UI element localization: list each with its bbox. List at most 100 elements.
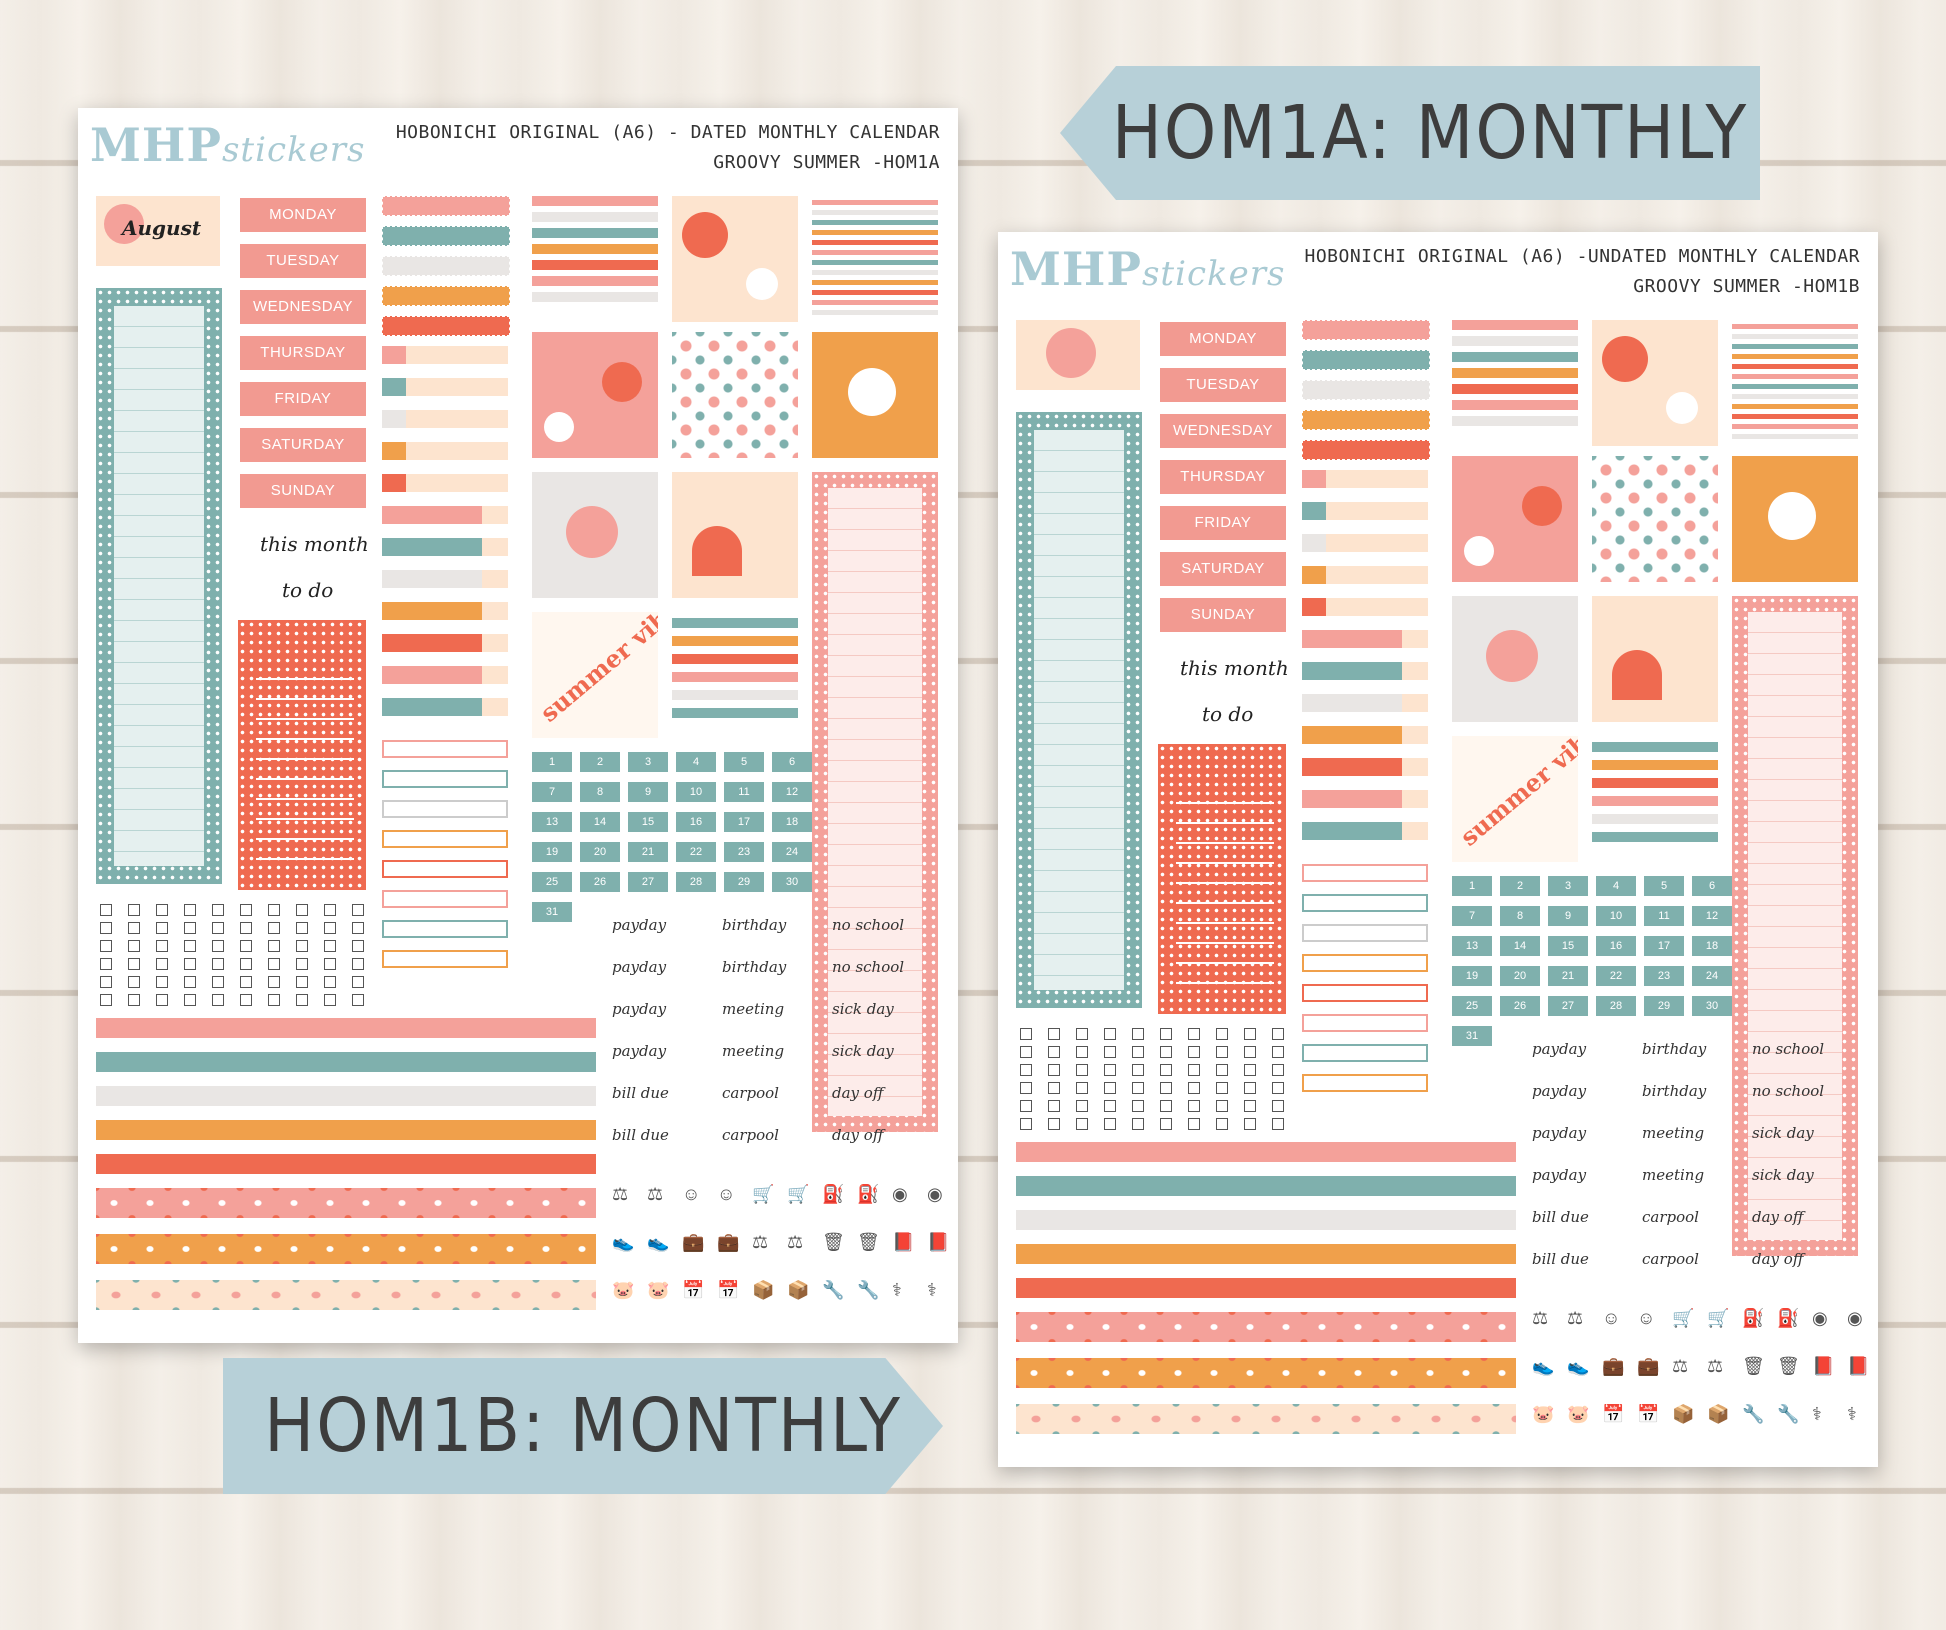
word-sticker: sick day: [1752, 1166, 1814, 1184]
scale-icon: ⚖: [1672, 1356, 1689, 1376]
checkbox-icon: [100, 904, 112, 916]
word-sticker: sick day: [1752, 1124, 1814, 1142]
half-strip: [1302, 790, 1402, 808]
half-strip-fill: [1402, 694, 1428, 712]
word-sticker: day off: [1752, 1208, 1804, 1226]
checkbox-icon: [1104, 1064, 1116, 1076]
weekday-label: TUESDAY: [238, 242, 368, 280]
date-sticker: 23: [724, 842, 764, 862]
half-strip: [1302, 822, 1402, 840]
word-sticker: carpool: [1642, 1208, 1699, 1226]
sticker-sheet-dated: MHPstickers HOBONICHI ORIGINAL (A6) - DA…: [78, 108, 958, 1343]
trash-icon: 🗑: [857, 1232, 880, 1252]
to-do-label: to do: [1202, 702, 1254, 726]
half-strip-fill: [1326, 598, 1428, 616]
word-sticker: meeting: [722, 1042, 785, 1060]
sheet-header: HOBONICHI ORIGINAL (A6) -UNDATED MONTHLY…: [1304, 242, 1860, 302]
half-strip: [1302, 470, 1326, 488]
stripe: [1592, 796, 1718, 806]
stripe: [672, 654, 798, 664]
date-sticker: 4: [1596, 876, 1636, 896]
date-sticker: 16: [676, 812, 716, 832]
todo-lines: [1176, 784, 1274, 1000]
date-sticker: 11: [1644, 906, 1684, 926]
checkbox-icon: [324, 904, 336, 916]
checkbox-icon: [1216, 1100, 1228, 1112]
notes-sticker-teal: [1016, 412, 1142, 1008]
hibiscus-full-box: [532, 332, 658, 458]
half-strip-fill: [1326, 534, 1428, 552]
date-sticker: 10: [1596, 906, 1636, 926]
checkbox-icon: [156, 940, 168, 952]
weekday-label: THURSDAY: [1158, 458, 1288, 496]
floral-washi-pink: [96, 1188, 596, 1218]
word-sticker: day off: [1752, 1250, 1804, 1268]
header-line-1: HOBONICHI ORIGINAL (A6) - DATED MONTHLY …: [395, 122, 940, 143]
outlined-strip: [382, 830, 508, 848]
seashell-box: [1592, 320, 1718, 446]
checkbox-icon: [1188, 1046, 1200, 1058]
half-strip-fill: [1402, 662, 1428, 680]
checkbox-icon: [1132, 1082, 1144, 1094]
checkbox-icon: [324, 940, 336, 952]
checkbox-icon: [240, 976, 252, 988]
checkbox-icon: [1076, 1046, 1088, 1058]
checkbox-icon: [212, 940, 224, 952]
date-sticker: 10: [676, 782, 716, 802]
date-sticker: 28: [676, 872, 716, 892]
outlined-strip: [382, 800, 508, 818]
date-sticker: 8: [1500, 906, 1540, 926]
washi-strip: [96, 1154, 596, 1174]
stripe: [1592, 832, 1718, 842]
word-sticker: payday: [612, 1042, 667, 1060]
date-sticker: 15: [1548, 936, 1588, 956]
checkbox-icon: [1076, 1082, 1088, 1094]
stripe: [1452, 400, 1578, 410]
date-sticker: 18: [772, 812, 812, 832]
sneaker-icon: 👟: [612, 1232, 635, 1252]
header-strip: [382, 226, 510, 246]
half-strip-fill: [406, 346, 508, 364]
checkbox-icon: [100, 958, 112, 970]
checkbox-icon: [1104, 1100, 1116, 1112]
month-label-sticker: August: [96, 196, 220, 266]
word-sticker: payday: [612, 1000, 667, 1018]
half-strip: [1302, 598, 1326, 616]
seashell-box: [672, 196, 798, 322]
cart-icon: 🛒: [787, 1184, 810, 1204]
half-strip-fill: [482, 634, 508, 652]
hibiscus-icon: [682, 212, 728, 258]
checkbox-icon: [1160, 1100, 1172, 1112]
date-sticker: 12: [772, 782, 812, 802]
checkbox-icon: [1048, 1064, 1060, 1076]
dumbbell-icon: ⚖: [647, 1184, 664, 1204]
polka-dot-box: [672, 332, 798, 458]
thin-stripe: [1732, 404, 1858, 409]
piggy-bank-icon: 🐷: [647, 1280, 670, 1300]
checkbox-icon: [352, 940, 364, 952]
header-line-2: GROOVY SUMMER -HOM1B: [1633, 276, 1860, 297]
thin-stripe: [1732, 364, 1858, 369]
date-sticker: 12: [1692, 906, 1732, 926]
word-sticker: payday: [612, 958, 667, 976]
checkbox-icon: [1048, 1046, 1060, 1058]
thin-stripe: [812, 250, 938, 255]
weekday-label: MONDAY: [238, 196, 368, 234]
hibiscus-grey-box: [532, 472, 658, 598]
stripe: [1592, 760, 1718, 770]
piggy-bank-icon: 🐷: [612, 1280, 635, 1300]
notes-lines: [828, 488, 922, 1116]
checkbox-icon: [1076, 1064, 1088, 1076]
summer-vibes-box: summer vibes: [1452, 736, 1578, 862]
checkbox-icon: [1104, 1082, 1116, 1094]
date-sticker: 25: [532, 872, 572, 892]
word-sticker: meeting: [1642, 1124, 1705, 1142]
half-strip-fill: [1402, 822, 1428, 840]
scale-icon: ⚖: [1707, 1356, 1724, 1376]
notes-sticker-pink: [1732, 596, 1858, 1256]
half-strip: [382, 474, 406, 492]
checkbox-icon: [128, 922, 140, 934]
header-line-1: HOBONICHI ORIGINAL (A6) -UNDATED MONTHLY…: [1304, 246, 1860, 267]
half-strip-fill: [406, 474, 508, 492]
date-sticker: 3: [628, 752, 668, 772]
